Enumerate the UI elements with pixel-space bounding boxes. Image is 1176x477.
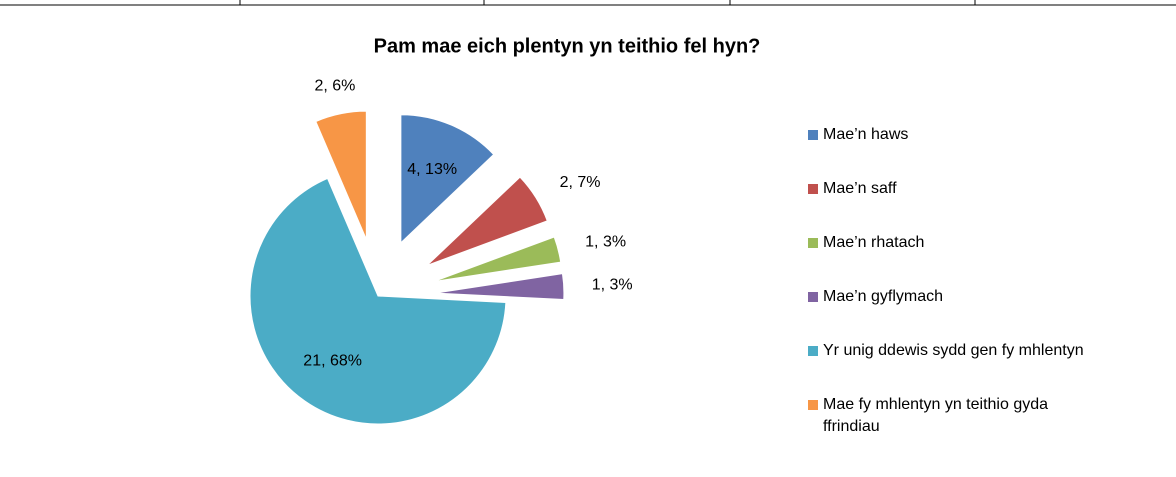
- legend-swatch: [808, 238, 818, 248]
- data-label: 2, 7%: [560, 174, 601, 191]
- data-label: 4, 13%: [407, 161, 457, 178]
- legend-swatch: [808, 184, 818, 194]
- pie-slice: [426, 176, 548, 266]
- legend-swatch: [808, 292, 818, 302]
- legend-item: Mae’n gyflymach: [808, 286, 1098, 340]
- legend: Mae’n haws Mae’n saff Mae’n rhatach Mae’n g…: [808, 124, 1098, 448]
- legend-item: Yr unig ddewis sydd gen fy mhlentyn: [808, 340, 1098, 394]
- pie-slice: [249, 177, 507, 425]
- legend-label: Mae’n rhatach: [823, 234, 925, 251]
- data-label: 1, 3%: [585, 234, 626, 251]
- data-label: 1, 3%: [592, 276, 633, 293]
- data-label: 21, 68%: [303, 352, 362, 369]
- legend-swatch: [808, 130, 818, 140]
- pie-slice: [435, 273, 565, 301]
- legend-label: Mae fy mhlentyn yn teithio gyda ffrindia…: [823, 396, 1049, 435]
- pie-slice: [315, 110, 367, 240]
- legend-label: Mae’n haws: [823, 126, 909, 143]
- legend-item: Mae’n saff: [808, 178, 1098, 232]
- legend-item: Mae’n haws: [808, 124, 1098, 178]
- legend-item: Mae fy mhlentyn yn teithio gyda ffrindia…: [808, 394, 1098, 448]
- legend-label: Mae’n saff: [823, 180, 897, 197]
- legend-label: Mae’n gyflymach: [823, 288, 944, 305]
- legend-item: Mae’n rhatach: [808, 232, 1098, 286]
- pie-slice: [400, 114, 495, 244]
- data-label: 2, 6%: [314, 78, 355, 95]
- pie-slice: [433, 236, 562, 282]
- chart-title: Pam mae eich plentyn yn teithio fel hyn?: [374, 35, 761, 57]
- legend-swatch: [808, 346, 818, 356]
- legend-swatch: [808, 400, 818, 410]
- legend-label: Yr unig ddewis sydd gen fy mhlentyn: [823, 342, 1084, 359]
